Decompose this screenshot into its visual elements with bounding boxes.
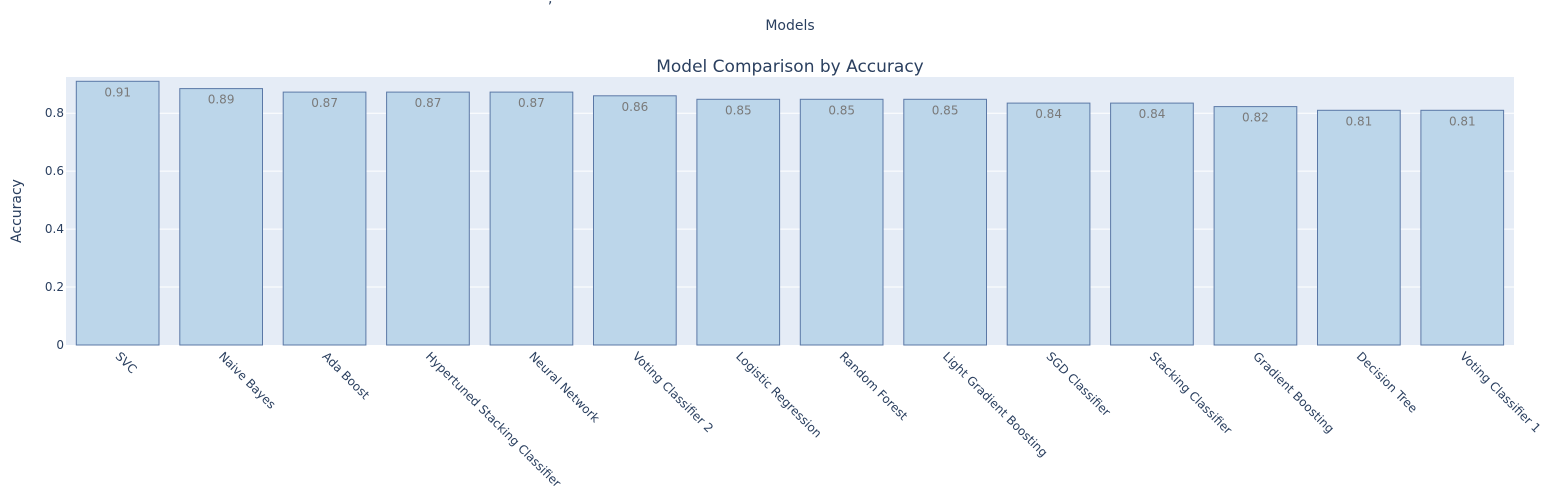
x-tick-label: Ada Boost xyxy=(319,349,372,402)
bar[interactable] xyxy=(593,95,677,346)
bar[interactable] xyxy=(696,98,781,346)
chart-title: Model Comparison by Accuracy xyxy=(656,57,924,77)
bar[interactable] xyxy=(1213,106,1298,346)
bar[interactable] xyxy=(1420,109,1505,346)
value-labels: 0.91 0.89 0.87 0.87 0.87 0.86 0.85 0.85 0.85 0.84… xyxy=(104,85,1475,128)
bar[interactable] xyxy=(282,91,367,346)
bar-value-label: 0.85 xyxy=(725,103,752,117)
bar-value-label: 0.87 xyxy=(415,96,442,110)
bar-value-label: 0.87 xyxy=(518,96,545,110)
y-tick-label: 0.8 xyxy=(45,106,64,120)
x-tick-label: Light Gradient Boosting xyxy=(940,349,1050,459)
x-tick-labels: SVC Naive Bayes Ada Boost Hypertuned Stacki… xyxy=(113,349,1544,490)
bar-value-label: 0.85 xyxy=(828,103,855,117)
bar-value-label: 0.89 xyxy=(208,93,235,107)
chart-heading-models: Models xyxy=(765,18,815,34)
bar-value-label: 0.86 xyxy=(622,100,649,114)
bar-value-label: 0.82 xyxy=(1242,111,1269,125)
bar[interactable] xyxy=(1006,102,1091,346)
bar-value-label: 0.84 xyxy=(1139,107,1166,121)
x-tick-label: SGD Classifier xyxy=(1043,349,1113,419)
x-tick-label: Naive Bayes xyxy=(216,349,278,411)
bar[interactable] xyxy=(386,91,470,346)
x-tick-label: Voting Classifier 2 xyxy=(630,349,716,435)
top-cut-text: , xyxy=(548,0,552,7)
bar-value-label: 0.87 xyxy=(311,96,338,110)
bar[interactable] xyxy=(799,98,884,346)
y-tick-label: 0.4 xyxy=(45,222,64,236)
bars xyxy=(75,80,1505,346)
bar[interactable] xyxy=(1110,102,1194,346)
bar[interactable] xyxy=(903,98,987,346)
bar-value-label: 0.81 xyxy=(1449,114,1476,128)
bar-value-label: 0.85 xyxy=(932,103,959,117)
x-tick-label: Random Forest xyxy=(837,349,911,423)
y-tick-label: 0.6 xyxy=(45,164,64,178)
x-tick-label: Voting Classifier 1 xyxy=(1457,349,1543,435)
bar-value-label: 0.81 xyxy=(1346,114,1373,128)
bar-value-label: 0.84 xyxy=(1035,107,1062,121)
bar[interactable] xyxy=(75,80,160,346)
y-tick-label: 0.2 xyxy=(45,280,64,294)
y-axis-label: Accuracy xyxy=(9,179,25,243)
bar[interactable] xyxy=(489,91,574,346)
y-tick-labels: 0 0.2 0.4 0.6 0.8 xyxy=(45,106,64,352)
x-tick-label: Logistic Regression xyxy=(733,349,824,440)
x-tick-label: Stacking Classifier xyxy=(1147,349,1235,437)
x-tick-label: Neural Network xyxy=(526,349,602,425)
bar[interactable] xyxy=(1317,109,1401,346)
x-tick-label: SVC xyxy=(113,349,140,376)
y-tick-label: 0 xyxy=(56,338,64,352)
bar-value-label: 0.91 xyxy=(104,85,131,99)
bar[interactable] xyxy=(179,88,263,346)
x-tick-label: Gradient Boosting xyxy=(1250,349,1337,436)
x-tick-label: Decision Tree xyxy=(1354,349,1420,415)
